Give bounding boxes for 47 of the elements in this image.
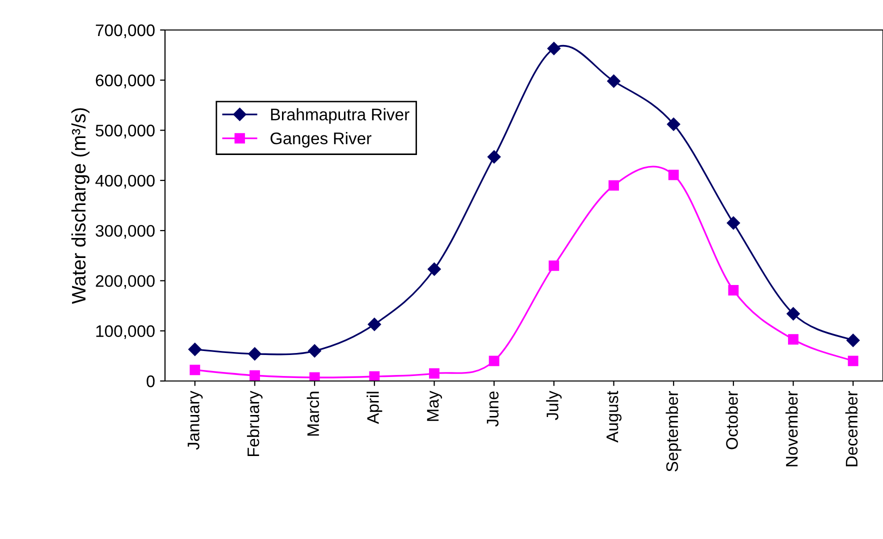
x-tick-label: October bbox=[726, 390, 738, 450]
point bbox=[846, 334, 860, 347]
point bbox=[548, 260, 560, 271]
y-tick-label: 100,000 bbox=[96, 325, 155, 340]
point bbox=[487, 150, 501, 164]
x-tick-label: May bbox=[427, 390, 442, 421]
point bbox=[369, 371, 380, 381]
x-tick-label: April bbox=[366, 392, 382, 424]
x-tick-label: July bbox=[546, 390, 562, 420]
point bbox=[428, 262, 441, 276]
point bbox=[728, 285, 739, 296]
point bbox=[309, 372, 320, 381]
point bbox=[368, 318, 382, 331]
y-axis-title: Water discharge (m³/s) bbox=[71, 108, 90, 304]
point bbox=[308, 344, 322, 358]
y-tick-label: 700,000 bbox=[96, 24, 155, 38]
y-tick-label: 500,000 bbox=[96, 124, 155, 138]
y-tick-label: 400,000 bbox=[95, 174, 155, 189]
point bbox=[726, 216, 740, 230]
legend-label: Ganges River bbox=[270, 132, 372, 148]
x-tick-label: September bbox=[666, 390, 682, 472]
x-tick-label: August bbox=[606, 390, 622, 443]
point bbox=[488, 356, 500, 366]
y-tick-label: 300,000 bbox=[96, 224, 155, 239]
y-tick-label: 0 bbox=[146, 375, 155, 388]
x-tick-label: February bbox=[246, 390, 263, 456]
legend-label: Brahmaputra River bbox=[271, 108, 410, 124]
point bbox=[848, 356, 858, 366]
x-tick-label: December bbox=[845, 390, 858, 466]
point bbox=[786, 307, 800, 320]
point bbox=[666, 118, 680, 131]
point bbox=[250, 370, 260, 381]
point bbox=[190, 364, 200, 376]
point bbox=[429, 368, 440, 379]
point bbox=[547, 42, 561, 56]
point bbox=[788, 334, 798, 345]
x-tick-label: January bbox=[188, 390, 203, 450]
point bbox=[608, 180, 619, 191]
x-tick-label: June bbox=[486, 391, 499, 427]
point bbox=[668, 170, 679, 180]
y-tick-label: 600,000 bbox=[96, 74, 155, 88]
point bbox=[248, 347, 262, 361]
x-tick-label: March bbox=[306, 392, 320, 436]
point bbox=[607, 74, 620, 88]
point bbox=[188, 342, 202, 356]
y-tick-label: 200,000 bbox=[96, 275, 155, 289]
x-tick-label: November bbox=[785, 390, 798, 466]
